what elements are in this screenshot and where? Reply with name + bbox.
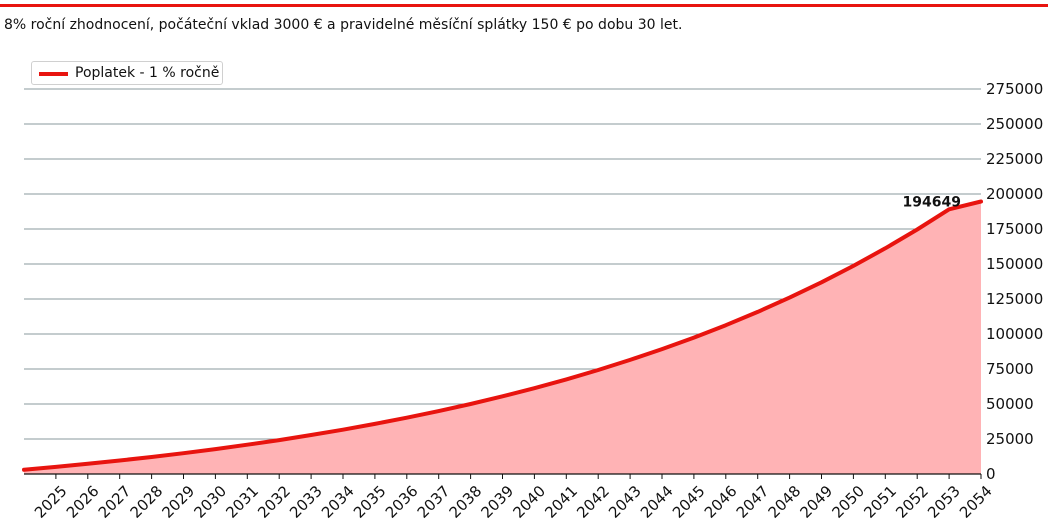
top-accent-bar [0, 4, 1048, 7]
y-tick-label: 250000 [986, 115, 1043, 133]
x-tick-label: 2041 [541, 482, 581, 522]
x-tick-label: 2025 [31, 482, 71, 522]
y-tick-label: 175000 [986, 220, 1043, 238]
x-tick-label: 2052 [892, 482, 932, 522]
y-tick-label: 225000 [986, 150, 1043, 168]
x-tick-label: 2030 [190, 482, 230, 522]
x-tick-label: 2028 [127, 482, 167, 522]
y-tick-label: 50000 [986, 395, 1034, 413]
series-line [22, 199, 983, 472]
legend-swatch [39, 72, 68, 76]
x-tick-label: 2042 [573, 482, 613, 522]
x-tick-label: 2047 [733, 482, 773, 522]
x-tick-label: 2045 [669, 482, 709, 522]
y-tick-label: 125000 [986, 290, 1043, 308]
y-tick-label: 0 [986, 465, 996, 483]
x-tick-label: 2034 [318, 482, 358, 522]
chart-subtitle: 8% roční zhodnocení, počáteční vklad 300… [4, 17, 683, 33]
x-tick-label: 2035 [350, 482, 390, 522]
x-tick-label: 2048 [765, 482, 805, 522]
x-tick-label: 2027 [95, 482, 135, 522]
y-tick-label: 150000 [986, 255, 1043, 273]
chart-legend: Poplatek - 1 % ročně [31, 61, 223, 85]
x-tick-label: 2038 [446, 482, 486, 522]
x-tick-label: 2031 [222, 482, 262, 522]
y-tick-label: 275000 [986, 80, 1043, 98]
x-tick-label: 2053 [924, 482, 964, 522]
x-tick-label: 2043 [605, 482, 645, 522]
x-tick-label: 2054 [956, 482, 996, 522]
x-tick-label: 2029 [159, 482, 199, 522]
x-tick-label: 2039 [478, 482, 518, 522]
x-tick-label: 2044 [637, 482, 677, 522]
x-tick-label: 2049 [797, 482, 837, 522]
y-tick-label: 200000 [986, 185, 1043, 203]
legend-label: Poplatek - 1 % ročně [75, 65, 220, 81]
x-tick-label: 2037 [414, 482, 454, 522]
x-tick-label: 2040 [509, 482, 549, 522]
x-tick-label: 2026 [63, 482, 103, 522]
end-value-label: 194649 [903, 194, 961, 210]
x-tick-label: 2050 [828, 482, 868, 522]
x-tick-label: 2051 [860, 482, 900, 522]
y-tick-label: 75000 [986, 360, 1034, 378]
x-tick-label: 2033 [286, 482, 326, 522]
series-area [24, 201, 981, 474]
x-tick-label: 2036 [382, 482, 422, 522]
x-tick-label: 2032 [254, 482, 294, 522]
y-tick-label: 100000 [986, 325, 1043, 343]
y-tick-label: 25000 [986, 430, 1034, 448]
x-tick-label: 2046 [701, 482, 741, 522]
